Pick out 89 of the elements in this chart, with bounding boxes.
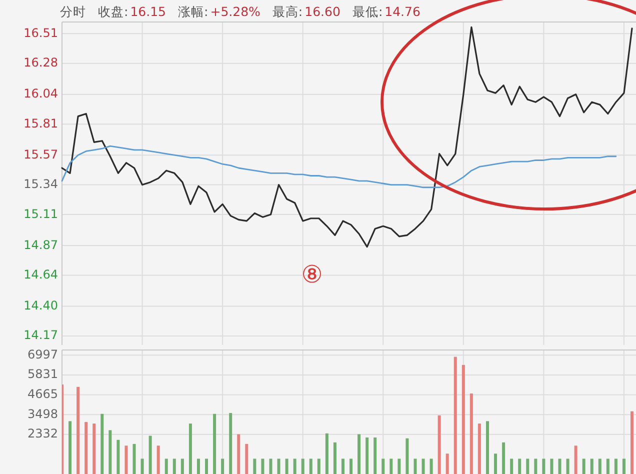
bar xyxy=(156,446,160,474)
chart-title: 分时 收盘:16.15 涨幅:+5.28% 最高:16.60 最低:14.76 xyxy=(60,4,420,20)
bar xyxy=(430,458,433,474)
bar xyxy=(478,424,481,474)
bar xyxy=(100,414,104,474)
y-tick-label: 5831 xyxy=(27,367,58,382)
bar xyxy=(309,458,312,474)
bar xyxy=(277,458,280,474)
bar xyxy=(398,458,401,474)
bar xyxy=(494,454,498,474)
bar xyxy=(526,458,530,474)
annotation: ⑧ xyxy=(301,260,323,289)
bar xyxy=(414,458,417,474)
bar xyxy=(502,442,506,474)
bar xyxy=(470,393,473,474)
y-tick-label: 15.34 xyxy=(24,177,58,192)
bar xyxy=(366,437,369,474)
bar xyxy=(622,458,626,474)
y-tick-label: 15.81 xyxy=(24,116,58,130)
bar xyxy=(438,415,441,474)
y-tick-label: 6997 xyxy=(27,347,58,362)
bar xyxy=(116,440,120,474)
y-tick-label: 15.57 xyxy=(24,147,58,162)
bar xyxy=(598,458,602,474)
bar xyxy=(614,458,618,474)
bar xyxy=(422,458,425,474)
bar xyxy=(325,433,328,474)
bar xyxy=(518,458,522,474)
bar xyxy=(534,458,538,474)
bar xyxy=(172,458,176,474)
y-tick-label: 15.11 xyxy=(24,206,58,221)
y-tick-label: 16.04 xyxy=(24,86,58,101)
bar xyxy=(148,436,152,474)
y-tick-label: 14.64 xyxy=(24,268,58,282)
bar xyxy=(382,458,385,474)
bar xyxy=(140,458,144,474)
y-tick-label: 4665 xyxy=(27,387,58,402)
bar xyxy=(76,386,80,474)
bar xyxy=(293,458,296,474)
bar xyxy=(582,458,586,474)
bar xyxy=(285,458,288,474)
bar xyxy=(68,421,72,474)
y-tick-label: 16.28 xyxy=(24,56,58,70)
bar xyxy=(205,458,208,474)
bar xyxy=(590,458,594,474)
bar xyxy=(301,458,304,474)
bar xyxy=(317,458,320,474)
y-tick-label: 14.17 xyxy=(24,328,58,342)
bar xyxy=(213,414,216,474)
bar xyxy=(180,458,184,474)
bar xyxy=(454,356,457,474)
bar xyxy=(350,458,353,474)
bar xyxy=(132,444,136,474)
bar xyxy=(630,411,634,474)
bar xyxy=(574,446,578,474)
bar xyxy=(196,458,200,474)
bar xyxy=(84,422,88,474)
y-tick-label: 14.40 xyxy=(24,298,58,313)
bar xyxy=(221,458,224,474)
bar xyxy=(229,413,232,474)
bar xyxy=(358,434,361,474)
bar xyxy=(390,458,393,474)
bar xyxy=(261,458,264,474)
bar xyxy=(245,444,248,474)
bar xyxy=(269,458,272,474)
bar xyxy=(462,364,465,474)
bar xyxy=(374,437,377,474)
bar xyxy=(446,454,449,474)
bar xyxy=(333,442,336,474)
bar xyxy=(188,424,192,474)
bar xyxy=(606,458,610,474)
bar xyxy=(237,434,240,474)
y-tick-label: 2332 xyxy=(27,426,58,441)
bar xyxy=(510,458,514,474)
y-tick-label: 14.87 xyxy=(24,238,58,252)
bar xyxy=(124,446,128,474)
bar xyxy=(406,438,409,474)
bar xyxy=(341,458,344,474)
bar xyxy=(108,430,112,474)
bar xyxy=(542,458,546,474)
bar xyxy=(92,424,96,474)
y-tick-label: 3498 xyxy=(27,406,58,421)
bar xyxy=(550,458,554,474)
bar xyxy=(164,458,168,474)
y-tick-label: 16.51 xyxy=(24,26,58,40)
bar xyxy=(486,421,489,474)
bar xyxy=(566,458,570,474)
bar xyxy=(253,458,256,474)
bar xyxy=(558,458,562,474)
